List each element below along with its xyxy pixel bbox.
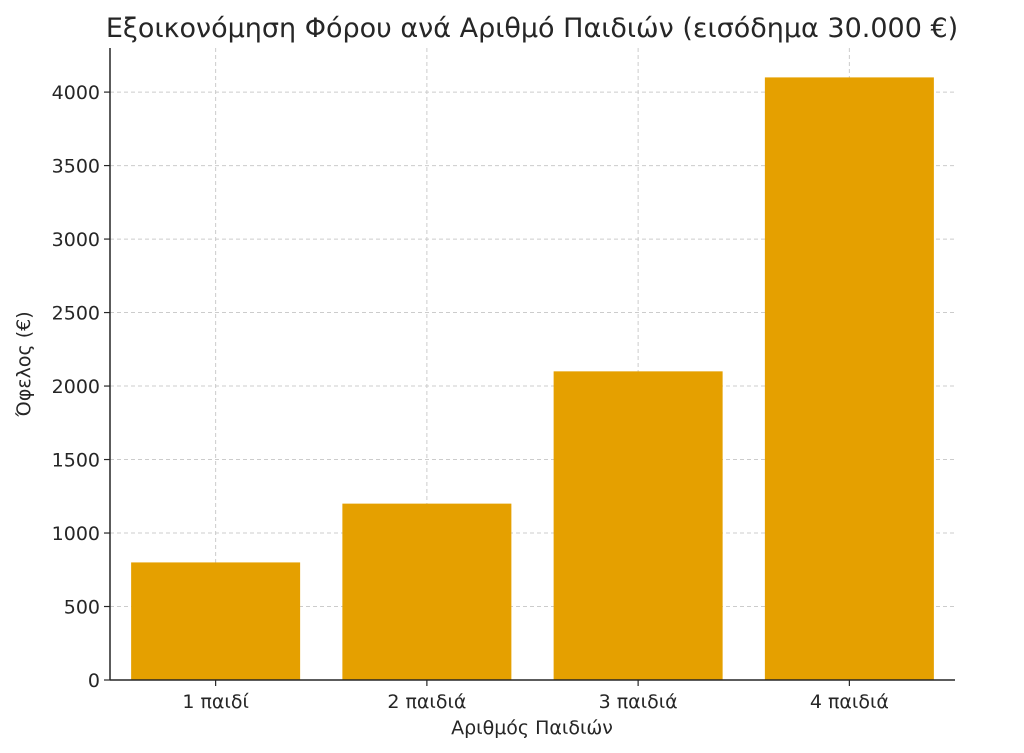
y-tick-label: 1000 [52,523,100,545]
y-tick-label: 4000 [52,82,100,104]
y-tick-label: 3000 [52,229,100,251]
bars [131,77,934,681]
y-axis-label: Όφελος (€) [13,311,35,417]
bar [764,77,934,681]
y-tick-label: 500 [64,597,100,619]
y-tick-label: 2000 [52,376,100,398]
axes [109,48,955,681]
chart-title: Εξοικονόμηση Φόρου ανά Αριθμό Παιδιών (ε… [106,13,958,44]
y-tick-label: 3500 [52,156,100,178]
bar [342,503,512,680]
x-tick-label: 2 παιδιά [387,691,466,713]
x-axis-label: Αριθμός Παιδιών [451,717,613,739]
y-tick-label: 0 [88,670,100,692]
y-tick-label: 2500 [52,303,100,325]
x-tick-label: 4 παιδιά [810,691,889,713]
y-tick-label: 1500 [52,450,100,472]
bar [553,371,723,680]
y-axis-ticks: 0 500 1000 1500 2000 2500 3000 3500 4000 [52,82,110,692]
bar [131,562,301,680]
x-tick-label: 1 παιδί [182,691,249,713]
x-axis-ticks: 1 παιδί 2 παιδιά 3 παιδιά 4 παιδιά [182,680,889,713]
x-tick-label: 3 παιδιά [599,691,678,713]
